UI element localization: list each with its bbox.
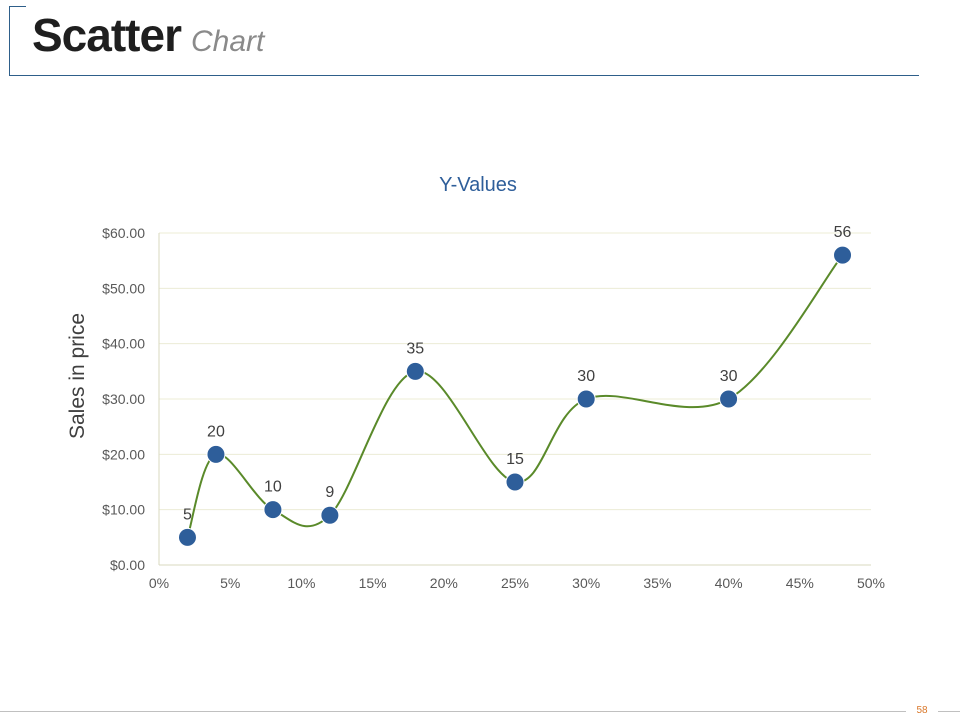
x-tick-label: 10% bbox=[287, 575, 315, 591]
data-point bbox=[177, 527, 197, 547]
y-axis-label: Sales in price bbox=[66, 313, 89, 439]
data-point bbox=[505, 472, 525, 492]
data-label: 56 bbox=[834, 224, 852, 241]
y-tick-label: $50.00 bbox=[102, 280, 145, 296]
data-label: 15 bbox=[506, 451, 524, 468]
data-point bbox=[263, 500, 283, 520]
y-tick-label: $40.00 bbox=[102, 336, 145, 352]
data-point bbox=[405, 361, 425, 381]
data-point bbox=[320, 505, 340, 525]
data-label: 10 bbox=[264, 479, 282, 496]
data-label: 30 bbox=[720, 368, 738, 385]
y-tick-labels: $0.00 $10.00 $20.00 $30.00 $40.00 $50.00 $60.0… bbox=[102, 225, 145, 573]
data-point bbox=[719, 389, 739, 409]
data-point bbox=[833, 245, 853, 265]
data-label: 30 bbox=[577, 368, 595, 385]
x-tick-label: 25% bbox=[501, 575, 529, 591]
x-tick-label: 20% bbox=[430, 575, 458, 591]
y-tick-label: $20.00 bbox=[102, 446, 145, 462]
axes bbox=[158, 233, 871, 566]
data-label: 9 bbox=[325, 484, 334, 501]
series-line bbox=[186, 254, 844, 538]
data-point bbox=[206, 444, 226, 464]
x-tick-label: 15% bbox=[359, 575, 387, 591]
data-label: 5 bbox=[183, 506, 192, 523]
x-tick-labels: 0% 5% 10% 15% 20% 25% 30% 35% 40% 45% 50% bbox=[149, 575, 885, 591]
data-label: 20 bbox=[207, 423, 225, 440]
footer-line bbox=[0, 711, 960, 712]
x-tick-label: 50% bbox=[857, 575, 885, 591]
y-tick-label: $60.00 bbox=[102, 225, 145, 241]
chart-title: Y-Values bbox=[439, 174, 517, 196]
y-tick-label: $0.00 bbox=[110, 557, 145, 573]
y-tick-label: $10.00 bbox=[102, 502, 145, 518]
data-point bbox=[576, 389, 596, 409]
x-tick-label: 35% bbox=[643, 575, 671, 591]
gridlines bbox=[159, 232, 871, 511]
title-main: Scatter bbox=[32, 9, 182, 61]
data-label: 35 bbox=[406, 340, 424, 357]
data-labels: 5 20 10 9 35 15 30 30 56 bbox=[183, 224, 851, 523]
x-tick-label: 5% bbox=[220, 575, 240, 591]
title-sub: Chart bbox=[190, 25, 265, 58]
y-tick-label: $30.00 bbox=[102, 391, 145, 407]
page-number: 58 bbox=[906, 703, 938, 719]
x-tick-label: 30% bbox=[572, 575, 600, 591]
page-title: Scatter Chart bbox=[32, 8, 264, 62]
x-tick-label: 45% bbox=[786, 575, 814, 591]
x-tick-label: 40% bbox=[715, 575, 743, 591]
title-frame bbox=[9, 6, 919, 76]
trend-lines bbox=[186, 254, 844, 538]
x-tick-label: 0% bbox=[149, 575, 169, 591]
data-points bbox=[177, 245, 853, 547]
